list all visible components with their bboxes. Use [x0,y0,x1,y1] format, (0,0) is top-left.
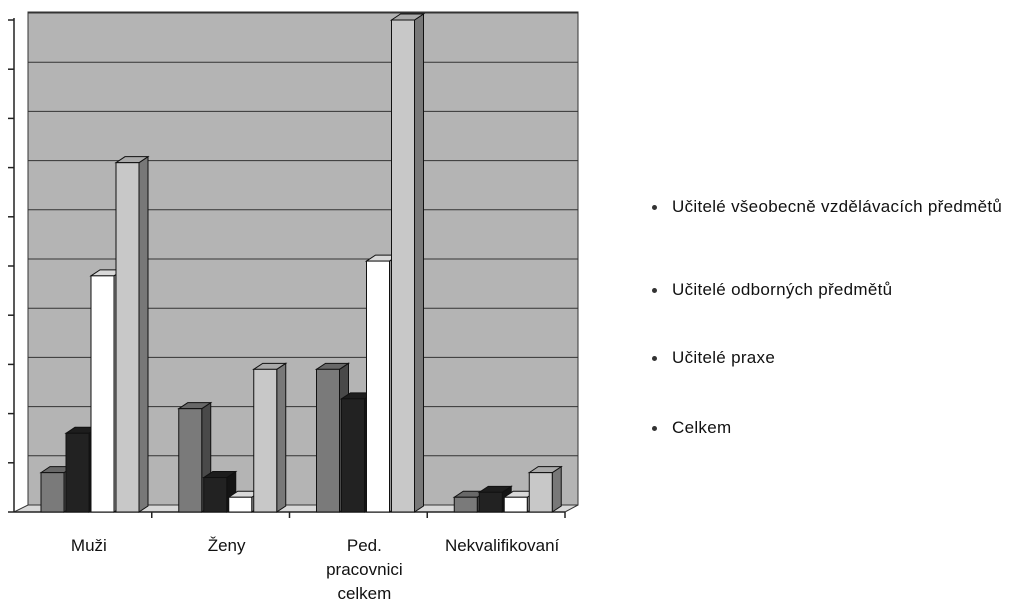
bar [115,162,140,513]
bar [65,432,90,513]
bar [453,496,478,513]
bar [341,398,365,513]
x-tick-label: Nekvalifikovaní [444,536,560,555]
bar [478,491,503,513]
legend-entry: Celkem [672,418,732,437]
bar-side [551,465,562,513]
bar [178,408,203,513]
legend-entry: Učitelé praxe [672,348,776,367]
legend-entry: Učitelé všeobecně vzdělávacích předmětů [672,197,1003,216]
bar [391,19,415,513]
bar [40,472,65,513]
bar [90,275,115,513]
legend-bullet [652,356,657,361]
bar [366,260,390,513]
bar [203,477,228,513]
x-tick-label: Ženy [207,536,246,555]
legend-entry: Učitelé odborných předmětů [672,280,893,299]
bar [316,368,340,513]
x-tick-label: Muži [70,536,107,555]
bar [503,496,528,513]
bar [253,368,278,513]
bar-side [276,362,287,513]
bar-side [138,155,149,513]
bar [228,496,253,513]
bar [528,472,553,513]
bar-side [414,13,424,513]
legend-bullet [652,205,657,210]
legend-bullet [652,426,657,431]
legend-bullet [652,288,657,293]
x-tick-label: Ped. pracovnici celkem [326,536,403,603]
